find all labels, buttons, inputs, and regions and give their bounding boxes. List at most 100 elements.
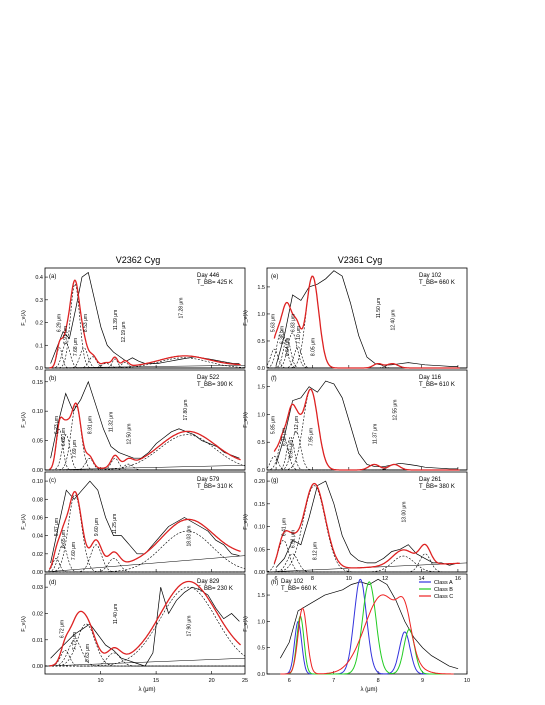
- feature-label: 5.85 μm: [270, 416, 276, 434]
- observed-spectrum: [50, 480, 240, 563]
- panel-frame: [44, 573, 246, 675]
- y-axis-label: F_ν(λ): [243, 310, 249, 326]
- continuum-line: [44, 555, 246, 573]
- y-axis-label: F_ν(λ): [21, 412, 27, 428]
- legend-entry: Class C: [434, 594, 453, 600]
- y-tick-label: 0.04: [32, 534, 43, 540]
- model-fit: [49, 402, 241, 470]
- temperature-label: T_BB= 310 K: [197, 484, 233, 490]
- component-gaussian: [45, 649, 245, 667]
- component-gaussian: [267, 275, 467, 369]
- y-tick-label: 0.03: [32, 585, 43, 591]
- component-gaussian: [266, 348, 467, 369]
- y-tick-label: 0.15: [254, 502, 265, 508]
- feature-label: 7.95 μm: [309, 428, 315, 446]
- temperature-label: T_BB= 425 K: [197, 280, 233, 286]
- feature-label: 17.90 μm: [186, 616, 192, 637]
- component-gaussian: [45, 357, 246, 369]
- feature-label: 9.60 μm: [94, 518, 100, 536]
- model-fit: [49, 279, 241, 369]
- feature-label: 6.91 μm: [63, 326, 69, 344]
- y-tick-label: 0.10: [254, 525, 265, 531]
- x-tick-label: 20: [209, 678, 215, 684]
- x-tick-label: 8: [311, 576, 314, 582]
- y-tick-label: 0.5: [257, 339, 265, 345]
- left-x-axis-label: λ (μm): [138, 687, 155, 693]
- feature-label: 18.03 μm: [186, 526, 192, 547]
- y-tick-label: 0.00: [32, 468, 43, 474]
- panel-label: (g): [271, 478, 278, 484]
- day-label: Day 829: [197, 579, 220, 585]
- y-tick-label: 1.0: [257, 412, 265, 418]
- continuum-line: [44, 365, 246, 369]
- model-fit: [273, 388, 460, 471]
- y-tick-label: 0.2: [35, 321, 43, 327]
- feature-label: 5.87 μm: [54, 518, 60, 536]
- panel-d: 0.00 0.01 0.02 0.03 10 15 20 25 F_ν(λ) (d) Day 829…: [21, 573, 248, 684]
- component-gaussian: [45, 639, 245, 667]
- feature-label: 17.80 μm: [183, 400, 189, 421]
- y-tick-label: 0.0: [35, 366, 43, 372]
- y-tick-label: 0.20: [254, 479, 265, 485]
- day-label: Day 116: [419, 375, 442, 381]
- component-gaussian: [267, 332, 467, 369]
- feature-label: 8.12 μm: [312, 542, 318, 560]
- feature-label: 12.40 μm: [390, 310, 396, 331]
- temperature-label: T_BB= 390 K: [197, 382, 233, 388]
- y-tick-label: 0.15: [32, 380, 43, 386]
- feature-label: 11.25 μm: [112, 514, 118, 535]
- y-tick-label: 0.02: [32, 552, 43, 558]
- feature-label: 12.50 μm: [126, 424, 132, 445]
- model-fit: [49, 580, 242, 667]
- feature-label: 8.53 μm: [83, 314, 89, 332]
- legend-entry: Class A: [434, 580, 453, 586]
- feature-label: 7.12 μm: [294, 416, 300, 434]
- temperature-label: T_BB= 610 K: [419, 382, 455, 388]
- right-x-axis-label: λ (μm): [360, 687, 377, 693]
- x-tick-label: 15: [153, 678, 159, 684]
- component-gaussian: [45, 457, 245, 471]
- component-gaussian: [45, 530, 246, 573]
- feature-label: 6.72 μm: [60, 620, 66, 638]
- y-tick-label: 0.05: [32, 439, 43, 445]
- y-tick-label: 0.06: [32, 515, 43, 521]
- day-label: Day 102: [281, 579, 304, 585]
- y-tick-label: 1.5: [257, 593, 265, 599]
- feature-label: 7.10 μm: [296, 326, 302, 344]
- y-tick-label: 1.0: [257, 312, 265, 318]
- x-tick-label: 12: [382, 576, 388, 582]
- feature-label: 11.40 μm: [113, 604, 119, 625]
- feature-label: 6.91 μm: [290, 530, 296, 548]
- y-axis-label: F_ν(λ): [243, 514, 249, 530]
- feature-label: 12.19 μm: [121, 322, 127, 343]
- y-tick-label: 0.00: [254, 570, 265, 576]
- y-tick-label: 0.0: [257, 468, 265, 474]
- feature-label: 8.05 μm: [310, 338, 316, 356]
- x-tick-label: 25: [242, 678, 248, 684]
- feature-label: 6.38 μm: [280, 326, 286, 344]
- y-tick-label: 0.1: [35, 343, 43, 349]
- temperature-label: T_BB= 380 K: [419, 484, 455, 490]
- temperature-label: T_BB= 230 K: [197, 586, 233, 592]
- x-tick-label: 7: [332, 678, 335, 684]
- y-tick-label: 0.08: [32, 497, 43, 503]
- x-tick-label: 9: [421, 678, 424, 684]
- feature-label: 6.89 μm: [61, 428, 67, 446]
- x-tick-label: 6: [288, 678, 291, 684]
- temperature-label: T_BB= 660 K: [281, 586, 317, 592]
- y-axis-label: F_ν(λ): [21, 616, 27, 632]
- component-gaussian: [45, 457, 245, 471]
- component-gaussian: [267, 553, 467, 573]
- feature-label: 11.32 μm: [109, 412, 115, 433]
- panel-label: (f): [271, 376, 277, 382]
- feature-label: 12.55 μm: [392, 400, 398, 421]
- component-gaussian: [267, 553, 467, 573]
- x-tick-label: 8: [377, 678, 380, 684]
- observed-spectrum: [50, 586, 240, 667]
- y-tick-label: 0.0: [257, 366, 265, 372]
- panel-label: (b): [49, 376, 56, 382]
- feature-label: 7.60 μm: [71, 542, 77, 560]
